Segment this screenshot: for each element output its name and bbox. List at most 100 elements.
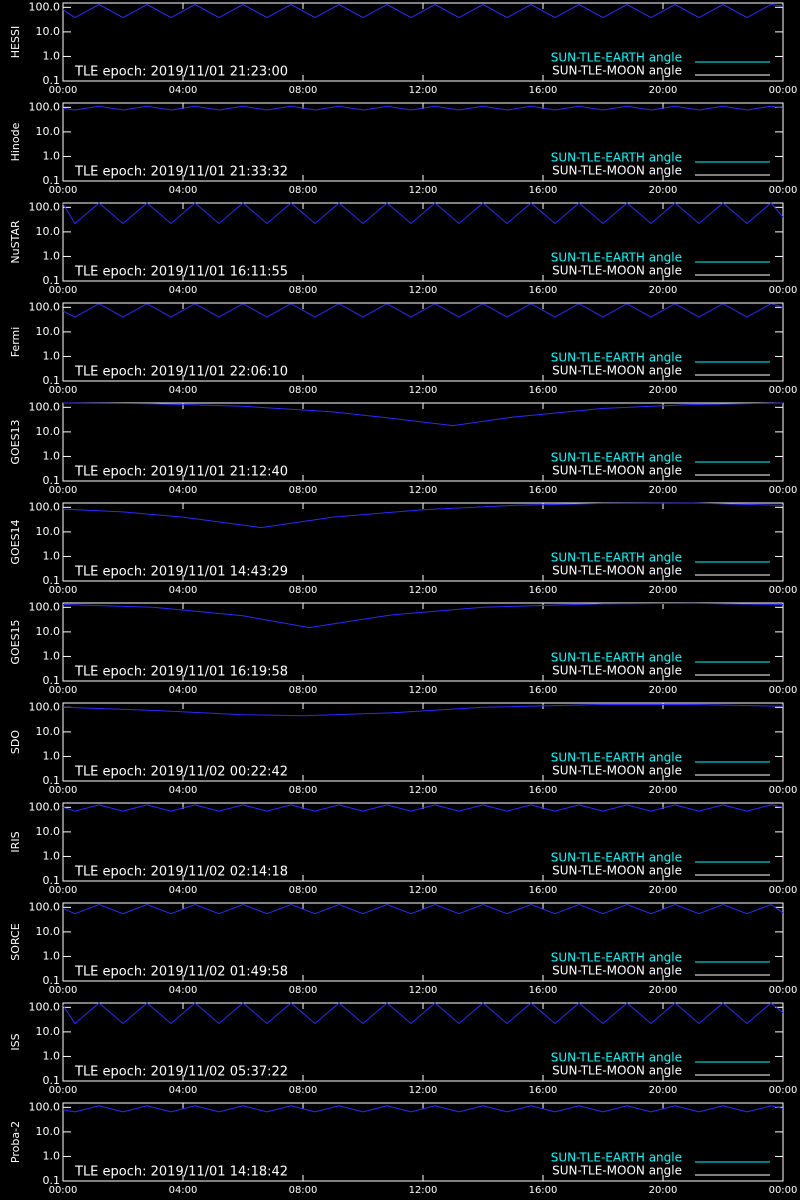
y-axis-label: Hinode xyxy=(9,122,22,161)
y-tick-label: 100.0 xyxy=(29,1000,61,1013)
legend-label: SUN-TLE-EARTH angle xyxy=(551,451,682,465)
y-tick-label: 10.0 xyxy=(36,1025,61,1038)
panel: 0.1 1.0 10.0 100.0 00:00 04:00 08:00 12:00 16:00… xyxy=(9,1100,797,1196)
annotation: TLE epoch: 2019/11/01 21:33:32 xyxy=(74,165,288,180)
y-tick-label: 100.0 xyxy=(29,200,61,213)
x-tick-label: 00:00 xyxy=(49,685,78,696)
y-tick-label: 1.0 xyxy=(43,1149,61,1162)
x-tick-label: 04:00 xyxy=(169,285,198,296)
x-tick-label: 08:00 xyxy=(289,385,318,396)
x-tick-label: 16:00 xyxy=(529,685,558,696)
y-tick-label: 0.1 xyxy=(43,1074,61,1087)
x-tick-label: 00:00 xyxy=(769,985,798,996)
legend-label: SUN-TLE-EARTH angle xyxy=(551,1051,682,1065)
data-line xyxy=(62,602,784,629)
x-tick-label: 00:00 xyxy=(49,385,78,396)
x-tick-label: 16:00 xyxy=(529,885,558,896)
x-tick-label: 16:00 xyxy=(529,585,558,596)
x-tick-label: 04:00 xyxy=(169,1085,198,1096)
x-tick-label: 20:00 xyxy=(649,885,678,896)
x-tick-label: 16:00 xyxy=(529,1085,558,1096)
legend-label: SUN-TLE-EARTH angle xyxy=(551,551,682,565)
data-line xyxy=(62,202,784,225)
y-axis-label: GOES14 xyxy=(9,519,22,564)
y-tick-label: 10.0 xyxy=(36,625,61,638)
data-line xyxy=(62,303,784,318)
legend-label: SUN-TLE-MOON angle xyxy=(552,864,682,878)
y-tick-label: 10.0 xyxy=(36,825,61,838)
y-tick-label: 100.0 xyxy=(29,800,61,813)
legend-label: SUN-TLE-EARTH angle xyxy=(551,251,682,265)
data-line xyxy=(62,1105,784,1113)
y-axis-label: Fermi xyxy=(9,327,22,358)
x-tick-label: 00:00 xyxy=(49,85,78,96)
panel: 0.1 1.0 10.0 100.0 00:00 04:00 08:00 12:00 16:00… xyxy=(9,100,797,196)
x-tick-label: 12:00 xyxy=(409,585,438,596)
x-tick-label: 00:00 xyxy=(49,485,78,496)
y-tick-label: 100.0 xyxy=(29,1100,61,1113)
x-tick-label: 16:00 xyxy=(529,185,558,196)
annotation: TLE epoch: 2019/11/02 01:49:58 xyxy=(74,965,288,980)
x-tick-label: 00:00 xyxy=(49,885,78,896)
x-tick-label: 04:00 xyxy=(169,585,198,596)
y-tick-label: 1.0 xyxy=(43,849,61,862)
annotation: TLE epoch: 2019/11/01 16:19:58 xyxy=(74,665,288,680)
x-tick-label: 08:00 xyxy=(289,285,318,296)
y-axis-label: HESSI xyxy=(9,26,22,58)
y-axis-label: ISS xyxy=(9,1033,22,1050)
data-line xyxy=(62,903,784,915)
x-tick-label: 04:00 xyxy=(169,485,198,496)
legend-label: SUN-TLE-EARTH angle xyxy=(551,1151,682,1165)
x-tick-label: 08:00 xyxy=(289,885,318,896)
y-tick-label: 0.1 xyxy=(43,1174,61,1187)
y-tick-label: 0.1 xyxy=(43,374,61,387)
legend-label: SUN-TLE-MOON angle xyxy=(552,1064,682,1078)
y-tick-label: 10.0 xyxy=(36,225,61,238)
legend-label: SUN-TLE-EARTH angle xyxy=(551,751,682,765)
panel: 0.1 1.0 10.0 100.0 00:00 04:00 08:00 12:00 16:00… xyxy=(9,300,797,396)
x-tick-label: 00:00 xyxy=(49,1185,78,1196)
y-tick-label: 100.0 xyxy=(29,400,61,413)
x-tick-label: 04:00 xyxy=(169,1185,198,1196)
y-tick-label: 10.0 xyxy=(36,925,61,938)
panel: 0.1 1.0 10.0 100.0 00:00 04:00 08:00 12:00 16:00… xyxy=(9,200,797,296)
x-tick-label: 08:00 xyxy=(289,685,318,696)
panel: 0.1 1.0 10.0 100.0 00:00 04:00 08:00 12:00 16:00… xyxy=(9,500,797,596)
y-tick-label: 100.0 xyxy=(29,900,61,913)
y-tick-label: 100.0 xyxy=(29,700,61,713)
panel: 0.1 1.0 10.0 100.0 00:00 04:00 08:00 12:00 16:00… xyxy=(9,600,797,696)
x-tick-label: 20:00 xyxy=(649,85,678,96)
x-tick-label: 04:00 xyxy=(169,385,198,396)
x-tick-label: 12:00 xyxy=(409,285,438,296)
x-tick-label: 00:00 xyxy=(769,785,798,796)
panel: 0.1 1.0 10.0 100.0 00:00 04:00 08:00 12:00 16:00… xyxy=(9,900,797,996)
legend-label: SUN-TLE-MOON angle xyxy=(552,464,682,478)
x-tick-label: 20:00 xyxy=(649,1185,678,1196)
annotation: TLE epoch: 2019/11/01 16:11:55 xyxy=(74,265,288,280)
y-tick-label: 1.0 xyxy=(43,49,61,62)
x-tick-label: 00:00 xyxy=(49,985,78,996)
y-tick-label: 100.0 xyxy=(29,500,61,513)
y-tick-label: 10.0 xyxy=(36,525,61,538)
x-tick-label: 08:00 xyxy=(289,785,318,796)
y-axis-label: NuSTAR xyxy=(9,220,22,264)
x-tick-label: 20:00 xyxy=(649,985,678,996)
legend-label: SUN-TLE-MOON angle xyxy=(552,264,682,278)
y-tick-label: 1.0 xyxy=(43,149,61,162)
annotation: TLE epoch: 2019/11/02 02:14:18 xyxy=(74,865,288,880)
y-tick-label: 10.0 xyxy=(36,25,61,38)
data-line xyxy=(62,105,784,111)
legend-label: SUN-TLE-EARTH angle xyxy=(551,151,682,165)
x-tick-label: 16:00 xyxy=(529,1185,558,1196)
x-tick-label: 04:00 xyxy=(169,785,198,796)
legend-label: SUN-TLE-MOON angle xyxy=(552,964,682,978)
y-tick-label: 10.0 xyxy=(36,425,61,438)
x-tick-label: 00:00 xyxy=(769,585,798,596)
y-tick-label: 100.0 xyxy=(29,300,61,313)
y-tick-label: 0.1 xyxy=(43,674,61,687)
legend-label: SUN-TLE-EARTH angle xyxy=(551,951,682,965)
x-tick-label: 00:00 xyxy=(769,185,798,196)
y-tick-label: 1.0 xyxy=(43,549,61,562)
